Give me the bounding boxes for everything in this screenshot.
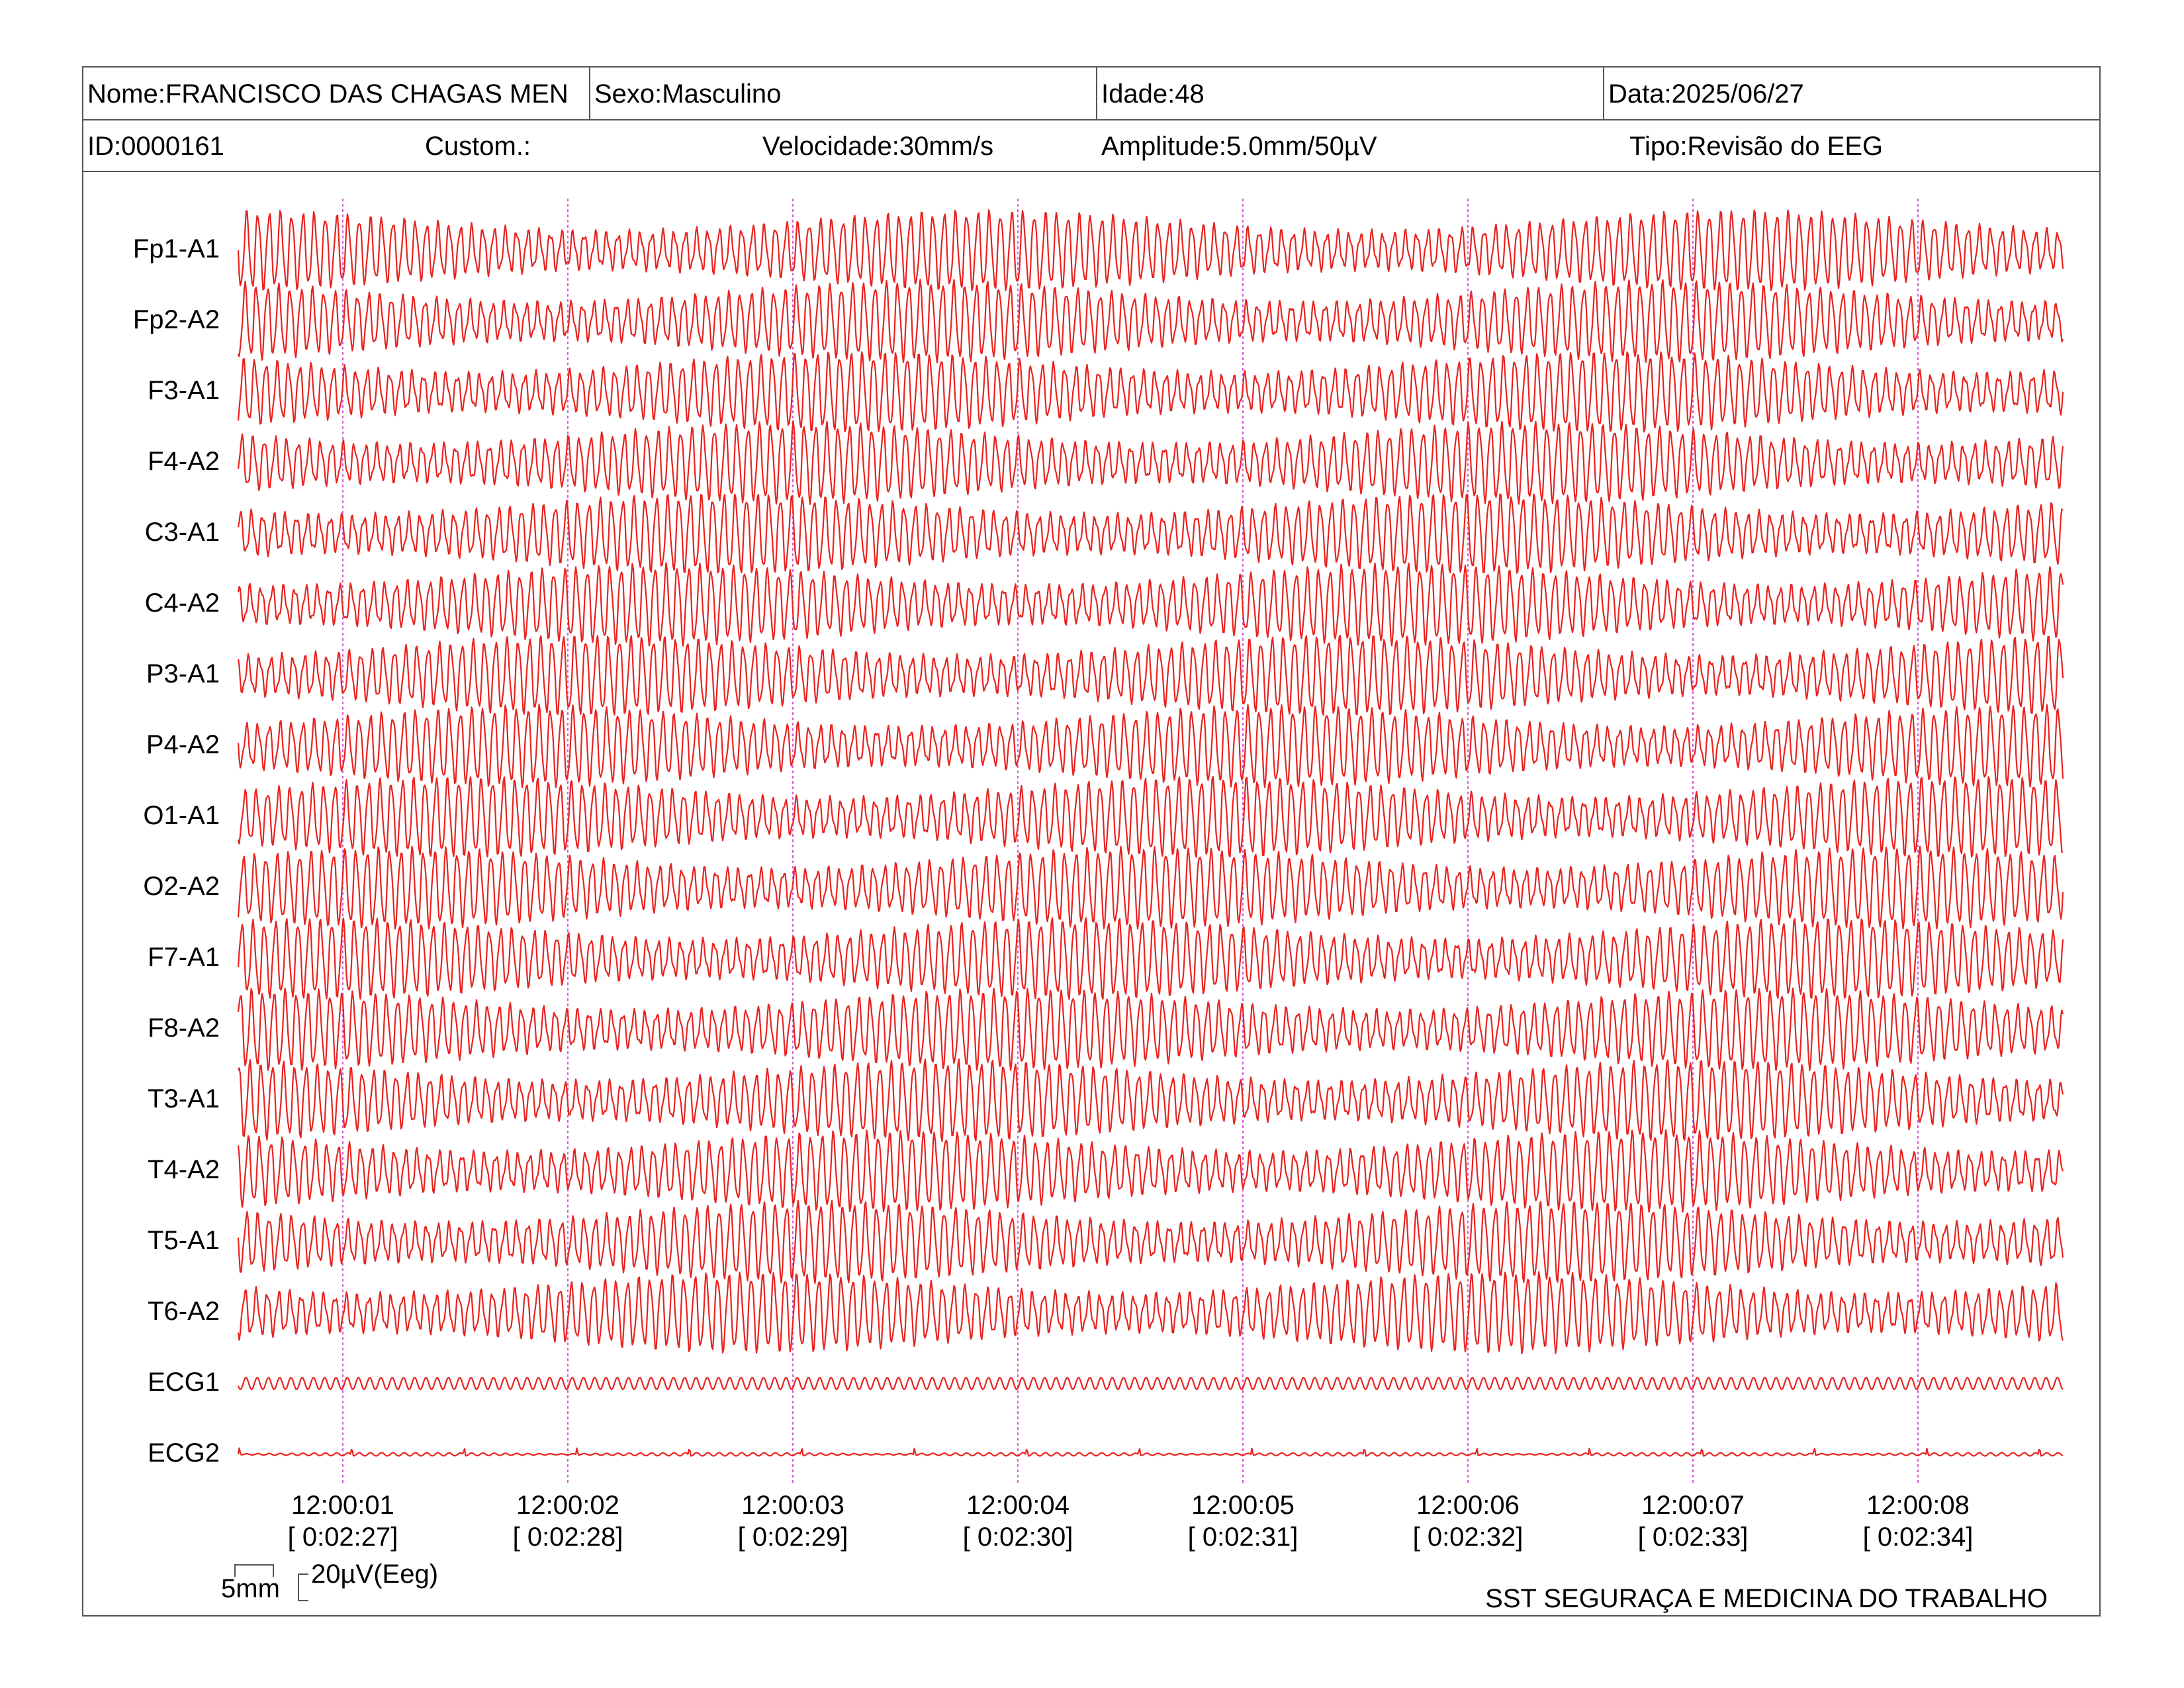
speed: Velocidade:30mm/s: [762, 132, 994, 161]
channel-label-o2-a2: O2-A2: [143, 872, 220, 901]
time-tick-elapsed: [ 0:02:28]: [512, 1523, 623, 1552]
time-tick-clock: 12:00:02: [516, 1491, 619, 1520]
custom-field: Custom.:: [425, 132, 531, 161]
trace-fp2-a2: [237, 279, 2064, 363]
time-tick-elapsed: [ 0:02:32]: [1412, 1523, 1524, 1552]
trace-t5-a1: [237, 1199, 2064, 1284]
time-tick-elapsed: [ 0:02:31]: [1187, 1523, 1298, 1552]
trace-f8-a2: [237, 987, 2064, 1072]
time-tick-label: 12:00:05 [ 0:02:31]: [1163, 1489, 1322, 1553]
time-tick-label: 12:00:04 [ 0:02:30]: [938, 1489, 1097, 1553]
time-tick-label: 12:00:02 [ 0:02:28]: [488, 1489, 647, 1553]
time-tick-label: 12:00:03 [ 0:02:29]: [713, 1489, 872, 1553]
time-tick-clock: 12:00:08: [1866, 1491, 1970, 1520]
time-tick-clock: 12:00:03: [741, 1491, 844, 1520]
amplitude: Amplitude:5.0mm/50µV: [1101, 132, 1377, 161]
time-scale-label: 5mm: [221, 1574, 280, 1603]
channel-label-fp2-a2: Fp2-A2: [132, 305, 220, 334]
patient-sex: Sexo:Masculino: [590, 68, 1097, 119]
trace-o2-a2: [237, 845, 2064, 930]
header-row-1: Nome:FRANCISCO DAS CHAGAS MEN Sexo:Mascu…: [83, 68, 2099, 120]
trace-ecg1: [237, 1376, 2064, 1391]
trace-f4-a2: [237, 420, 2064, 505]
channel-label-f7-a1: F7-A1: [148, 943, 220, 972]
time-tick-label: 12:00:06 [ 0:02:32]: [1388, 1489, 1547, 1553]
channel-label-t5-a1: T5-A1: [148, 1226, 220, 1255]
trace-p3-a1: [237, 634, 2064, 716]
record-date: Data:2025/06/27: [1608, 79, 1804, 109]
channel-label-f4-a2: F4-A2: [148, 447, 220, 476]
time-tick-elapsed: [ 0:02:27]: [287, 1523, 398, 1552]
time-tick-elapsed: [ 0:02:30]: [962, 1523, 1073, 1552]
trace-c3-a1: [237, 493, 2064, 574]
time-tick-clock: 12:00:07: [1641, 1491, 1745, 1520]
trace-fp1-a1: [237, 209, 2064, 291]
header-row-2: ID:0000161 Custom.: Velocidade:30mm/s Am…: [83, 120, 2099, 172]
trace-o1-a1: [237, 776, 2064, 858]
channel-label-c4-a2: C4-A2: [144, 588, 220, 618]
trace-t6-a2: [237, 1271, 2064, 1354]
channel-label-p4-a2: P4-A2: [146, 730, 220, 759]
time-tick-clock: 12:00:01: [291, 1491, 394, 1520]
channel-label-t4-a2: T4-A2: [148, 1155, 220, 1184]
patient-name: Nome:FRANCISCO DAS CHAGAS MEN: [83, 68, 590, 119]
channel-label-c3-a1: C3-A1: [144, 518, 220, 547]
time-tick-label: 12:00:08 [ 0:02:34]: [1839, 1489, 1997, 1553]
time-tick-clock: 12:00:06: [1416, 1491, 1520, 1520]
time-tick-elapsed: [ 0:02:33]: [1637, 1523, 1749, 1552]
channel-label-t3-a1: T3-A1: [148, 1084, 220, 1113]
trace-t4-a2: [237, 1129, 2064, 1213]
patient-age: Idade:48: [1097, 68, 1604, 119]
channel-label-p3-a1: P3-A1: [146, 659, 220, 688]
trace-t3-a1: [237, 1058, 2064, 1143]
clinic-name: SST SEGURAÇA E MEDICINA DO TRABALHO: [1485, 1584, 2048, 1613]
report-frame: Nome:FRANCISCO DAS CHAGAS MEN Sexo:Mascu…: [82, 66, 2101, 1617]
trace-c4-a2: [237, 562, 2064, 647]
exam-type: Tipo:Revisão do EEG: [1629, 132, 1884, 161]
channel-label-fp1-a1: Fp1-A1: [132, 234, 220, 263]
amplitude-scale-label: 20µV(Eeg): [311, 1560, 439, 1589]
time-tick-elapsed: [ 0:02:34]: [1862, 1523, 1974, 1552]
channel-label-ecg2: ECG2: [148, 1438, 220, 1468]
patient-id: ID:0000161: [87, 132, 224, 161]
channel-label-o1-a1: O1-A1: [143, 801, 220, 830]
time-tick-clock: 12:00:05: [1191, 1491, 1295, 1520]
time-tick-label: 12:00:01 [ 0:02:27]: [263, 1489, 422, 1553]
channel-label-ecg1: ECG1: [148, 1368, 220, 1397]
channel-label-t6-a2: T6-A2: [148, 1297, 220, 1326]
time-tick-elapsed: [ 0:02:29]: [737, 1523, 848, 1552]
channel-label-f3-a1: F3-A1: [148, 376, 220, 405]
trace-f7-a1: [237, 917, 2064, 1000]
trace-f3-a1: [237, 351, 2064, 433]
channel-label-f8-a2: F8-A2: [148, 1013, 220, 1043]
trace-p4-a2: [237, 704, 2064, 788]
time-tick-label: 12:00:07 [ 0:02:33]: [1614, 1489, 1772, 1553]
trace-ecg2: [237, 1447, 2064, 1457]
time-tick-clock: 12:00:04: [966, 1491, 1069, 1520]
